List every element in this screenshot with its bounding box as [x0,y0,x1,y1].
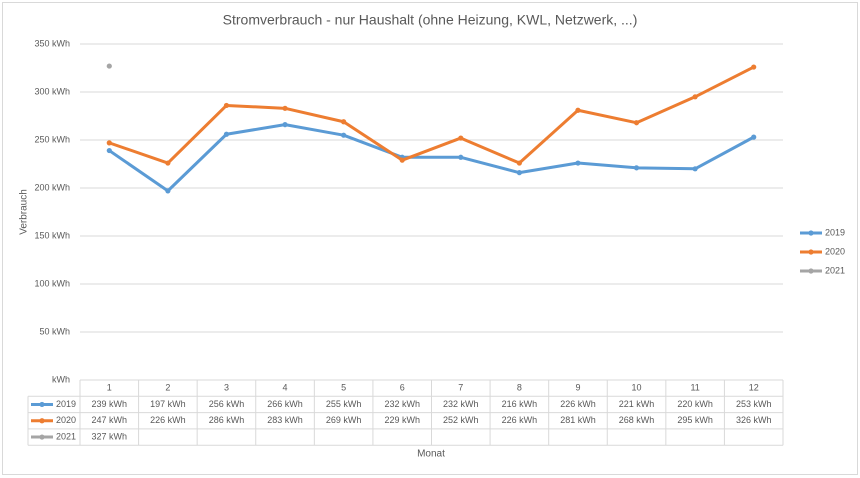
data-label: 286 kWh [209,415,245,425]
y-tick-label: 100 kWh [34,278,70,288]
marker [341,132,347,138]
marker [516,170,522,176]
legend-label: 2020 [825,246,845,256]
data-label: 247 kWh [92,415,128,425]
x-tick-label: 10 [632,383,642,393]
data-label: 269 kWh [326,415,362,425]
y-tick-label: 300 kWh [34,86,70,96]
table-key-marker [39,401,45,408]
y-tick-label: 50 kWh [39,326,70,336]
data-label: 232 kWh [443,399,479,409]
data-label: 226 kWh [150,415,186,425]
marker [751,64,757,70]
data-label: 283 kWh [267,415,303,425]
x-tick-label: 8 [517,383,522,393]
y-tick-label: kWh [52,374,70,384]
x-tick-label: 6 [400,383,405,393]
data-label: 226 kWh [502,415,538,425]
data-label: 253 kWh [736,399,772,409]
data-label: 281 kWh [560,415,596,425]
marker [575,160,581,166]
marker [633,120,640,126]
x-tick-label: 11 [690,383,699,393]
data-label: 266 kWh [267,399,303,409]
x-tick-label: 9 [575,383,580,393]
x-tick-label: 1 [107,383,112,393]
marker [633,165,640,171]
data-label: 229 kWh [384,415,420,425]
legend-key-marker [808,268,814,274]
y-tick-label: 250 kWh [34,134,70,144]
data-label: 216 kWh [502,399,538,409]
table-row-label: 2020 [56,415,76,425]
marker [282,122,288,128]
data-label: 232 kWh [384,399,420,409]
data-label: 268 kWh [619,415,655,425]
marker [692,94,698,100]
data-label: 197 kWh [150,399,186,409]
legend-label: 2021 [825,265,845,275]
data-label: 326 kWh [736,415,772,425]
series-line [108,65,755,165]
table-key-marker [39,434,45,440]
x-tick-label: 2 [165,383,170,393]
marker [751,134,757,140]
x-tick-label: 7 [458,383,463,393]
marker [282,105,288,111]
x-tick-label: 3 [224,383,229,393]
data-label: 252 kWh [443,415,479,425]
y-axis-title: Verbrauch [19,189,30,235]
table-row-label: 2019 [56,399,76,409]
x-tick-label: 5 [341,383,346,393]
x-tick-label: 12 [749,383,759,393]
marker [341,119,347,125]
x-tick-label: 4 [283,383,288,393]
marker [399,157,405,163]
legend-label: 2019 [825,227,845,237]
marker [692,166,698,172]
legend-key-marker [808,249,814,255]
marker [458,135,464,141]
marker [575,107,581,113]
x-axis-title: Monat [417,449,445,460]
marker [165,160,171,166]
marker [223,131,230,137]
marker [106,63,112,69]
data-label: 221 kWh [619,399,655,409]
data-label: 256 kWh [209,399,245,409]
legend-key-marker [808,230,814,236]
data-label: 226 kWh [560,399,596,409]
marker [223,102,230,109]
y-tick-label: 200 kWh [34,182,70,192]
marker [106,147,112,154]
y-tick-label: 150 kWh [34,230,70,240]
data-label: 327 kWh [92,431,128,441]
data-label: 239 kWh [92,399,128,409]
table-row-label: 2021 [56,431,76,441]
table-key-marker [39,418,45,424]
marker [106,140,112,146]
y-tick-label: 350 kWh [34,38,70,48]
data-label: 220 kWh [677,399,713,409]
marker [516,160,522,166]
marker [165,188,171,194]
data-label: 255 kWh [326,399,362,409]
data-label: 295 kWh [677,415,713,425]
marker [458,154,464,160]
series-line [108,123,755,193]
chart-title: Stromverbrauch - nur Haushalt (ohne Heiz… [223,12,638,28]
